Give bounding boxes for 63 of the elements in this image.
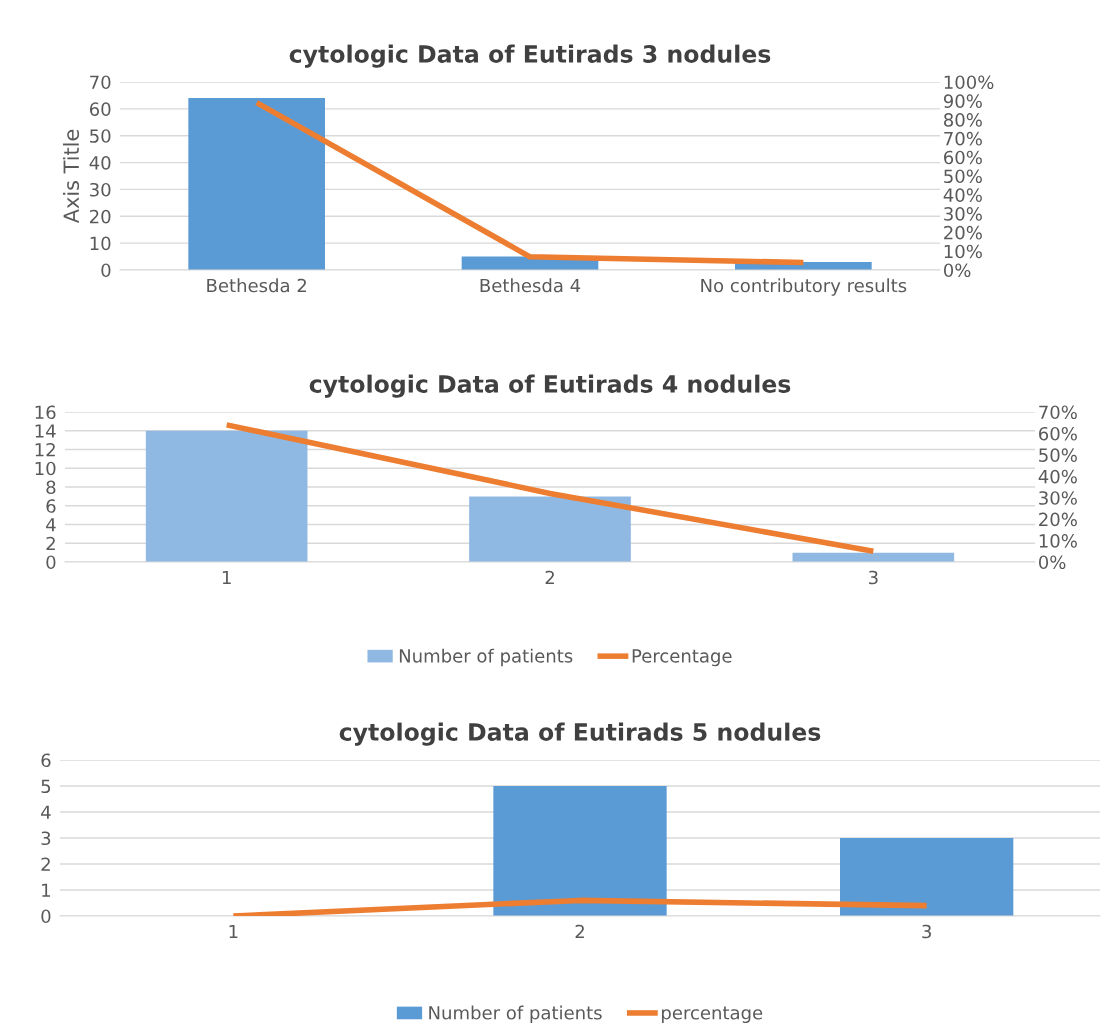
- x-tick-label: 2: [575, 924, 584, 939]
- y-tick-label: 12: [35, 442, 55, 457]
- y-tick-label: 3: [41, 831, 51, 846]
- y-tick-label: 30: [90, 182, 111, 197]
- chart-title: cytologic Data of Eutirads 3 nodules: [289, 44, 771, 68]
- y-tick-label: 14: [35, 424, 56, 438]
- legend-label: Number of patients: [429, 1005, 602, 1024]
- y2-tick-label: 60%: [1039, 426, 1077, 441]
- x-tick-label: 1: [229, 924, 238, 939]
- y-tick-label: 2: [46, 536, 55, 551]
- x-tick-label: Bethesda 4: [480, 278, 581, 293]
- y2-tick-label: 50%: [944, 169, 982, 184]
- y2-tick-label: 90%: [943, 94, 982, 108]
- legend-label: Percentage: [632, 649, 732, 667]
- y-tick-label: 0: [41, 909, 51, 924]
- chart-title: cytologic Data of Eutirads 5 nodules: [339, 722, 821, 746]
- x-tick-label: 1: [222, 570, 231, 585]
- y2-tick-label: 30%: [1039, 491, 1077, 505]
- y-tick-label: 60: [89, 102, 111, 116]
- y2-tick-label: 70%: [944, 131, 982, 146]
- y2-tick-label: 30%: [944, 207, 982, 221]
- y2-tick-label: 10%: [1039, 534, 1077, 548]
- y2-tick-label: 0%: [943, 263, 971, 278]
- y2-tick-label: 100%: [944, 75, 994, 90]
- y-tick-label: 10: [35, 461, 56, 476]
- y-tick-label: 6: [41, 753, 51, 768]
- y-tick-label: 8: [46, 480, 56, 495]
- bar: [188, 98, 325, 270]
- y-tick-label: 6: [46, 499, 56, 513]
- y-tick-label: 20: [90, 209, 111, 224]
- y-tick-label: 40: [89, 156, 111, 170]
- chart-title: cytologic Data of Eutirads 4 nodules: [309, 374, 791, 398]
- y-tick-label: 5: [41, 779, 51, 794]
- y-tick-label: 0: [46, 555, 56, 570]
- x-tick-label: 3: [922, 924, 931, 939]
- y2-tick-label: 70%: [1039, 405, 1077, 420]
- legend-label: Number of patients: [399, 648, 573, 667]
- y2-tick-label: 40%: [1038, 469, 1077, 484]
- bar: [145, 430, 308, 562]
- y2-tick-label: 40%: [943, 188, 982, 202]
- y-tick-label: 70: [90, 75, 111, 90]
- bar: [469, 496, 631, 562]
- y-tick-label: 4: [41, 805, 51, 819]
- y-tick-label: 0: [101, 263, 111, 278]
- y2-tick-label: 80%: [944, 113, 982, 127]
- y2-tick-label: 20%: [1039, 512, 1077, 527]
- x-tick-label: No contributory results: [701, 278, 907, 296]
- y2-tick-label: 10%: [944, 244, 982, 259]
- y-tick-label: 2: [41, 857, 50, 871]
- legend-label: percentage: [662, 1006, 763, 1024]
- y-tick-label: 1: [42, 883, 50, 897]
- y2-tick-label: 50%: [1039, 448, 1077, 462]
- y-tick-label: 50: [90, 129, 111, 143]
- y2-tick-label: 20%: [944, 225, 982, 240]
- y2-tick-label: 60%: [944, 150, 982, 165]
- x-tick-label: 2: [545, 570, 554, 585]
- y2-tick-label: 0%: [1038, 555, 1066, 570]
- x-tick-label: Bethesda 2: [207, 278, 306, 293]
- x-tick-label: 3: [868, 570, 878, 585]
- y-axis-title: Axis Title: [62, 129, 80, 224]
- y-tick-label: 4: [46, 518, 56, 532]
- y-tick-label: 10: [90, 236, 111, 251]
- y-tick-label: 16: [35, 405, 56, 420]
